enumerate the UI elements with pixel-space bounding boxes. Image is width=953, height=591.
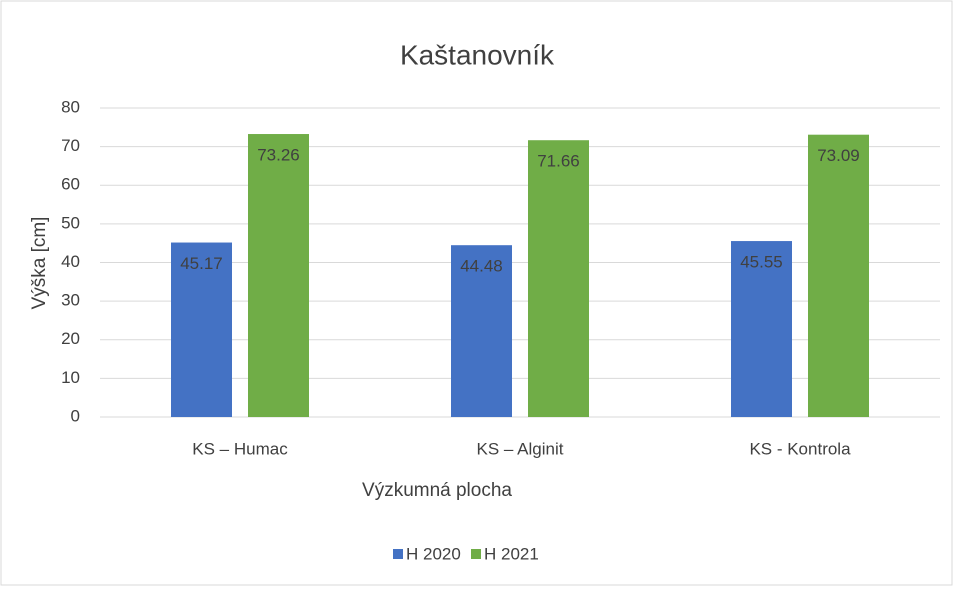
y-tick-label: 0	[71, 406, 80, 425]
x-tick-label: KS – Humac	[192, 439, 288, 458]
legend-swatch	[471, 549, 481, 559]
y-tick-label: 60	[61, 175, 80, 194]
bar	[171, 242, 232, 417]
y-tick-label: 80	[61, 97, 80, 116]
bar	[731, 241, 792, 417]
bar	[528, 140, 589, 417]
data-label: 73.09	[817, 146, 860, 165]
y-tick-label: 20	[61, 329, 80, 348]
bar	[451, 245, 512, 417]
y-tick-label: 10	[61, 368, 80, 387]
legend-swatch	[393, 549, 403, 559]
data-label: 44.48	[460, 257, 503, 276]
chart-title: Kaštanovník	[400, 39, 555, 70]
y-tick-label: 50	[61, 213, 80, 232]
y-tick-label: 40	[61, 252, 80, 271]
bar	[808, 134, 869, 417]
legend-label: H 2021	[484, 544, 539, 563]
legend-label: H 2020	[406, 544, 461, 563]
x-tick-label: KS – Alginit	[477, 439, 564, 458]
data-label: 45.17	[180, 254, 223, 273]
data-label: 45.55	[740, 253, 783, 272]
data-label: 71.66	[537, 152, 580, 171]
bar	[248, 134, 309, 417]
y-tick-label: 70	[61, 136, 80, 155]
y-tick-label: 30	[61, 291, 80, 310]
x-tick-label: KS - Kontrola	[749, 439, 851, 458]
x-axis-label: Výzkumná plocha	[362, 480, 512, 501]
data-label: 73.26	[257, 146, 300, 165]
y-axis-label: Výška [cm]	[29, 217, 50, 310]
